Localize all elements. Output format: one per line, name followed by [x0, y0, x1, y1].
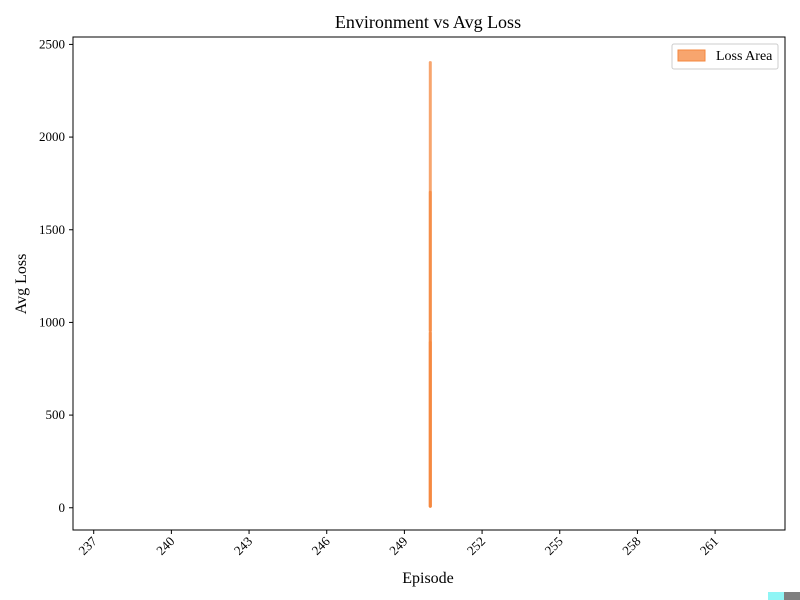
x-tick-label: 261 — [697, 534, 721, 558]
x-axis-ticks: 237 240 243 246 249 252 255 258 261 — [75, 530, 721, 558]
corner-color-block-gray — [784, 592, 800, 600]
plot-area — [72, 36, 786, 531]
x-tick-label: 240 — [153, 534, 177, 558]
x-tick-label: 246 — [308, 533, 333, 558]
y-tick-label: 500 — [46, 407, 66, 422]
legend-label: Loss Area — [716, 49, 773, 64]
x-tick-label: 258 — [619, 534, 643, 558]
area-layer — [428, 61, 432, 508]
y-axis-ticks: 0 500 1000 1500 2000 2500 — [39, 36, 73, 515]
chart-title: Environment vs Avg Loss — [335, 12, 521, 32]
legend: Loss Area — [671, 43, 779, 70]
legend-swatch — [677, 49, 706, 62]
y-tick-label: 0 — [59, 500, 66, 515]
x-tick-label: 243 — [231, 534, 255, 558]
x-tick-label: 255 — [541, 534, 565, 558]
y-axis-label: Avg Loss — [13, 254, 30, 315]
x-tick-label: 252 — [464, 534, 488, 558]
corner-color-block-cyan — [768, 592, 784, 600]
x-tick-label: 249 — [386, 534, 410, 558]
loss-area-segment — [428, 61, 432, 332]
y-tick-label: 2500 — [39, 36, 65, 51]
y-tick-label: 2000 — [39, 129, 65, 144]
x-axis-label: Episode — [402, 570, 454, 587]
y-tick-label: 1000 — [39, 314, 65, 329]
y-tick-label: 1500 — [39, 222, 65, 237]
x-tick-label: 237 — [75, 533, 100, 558]
